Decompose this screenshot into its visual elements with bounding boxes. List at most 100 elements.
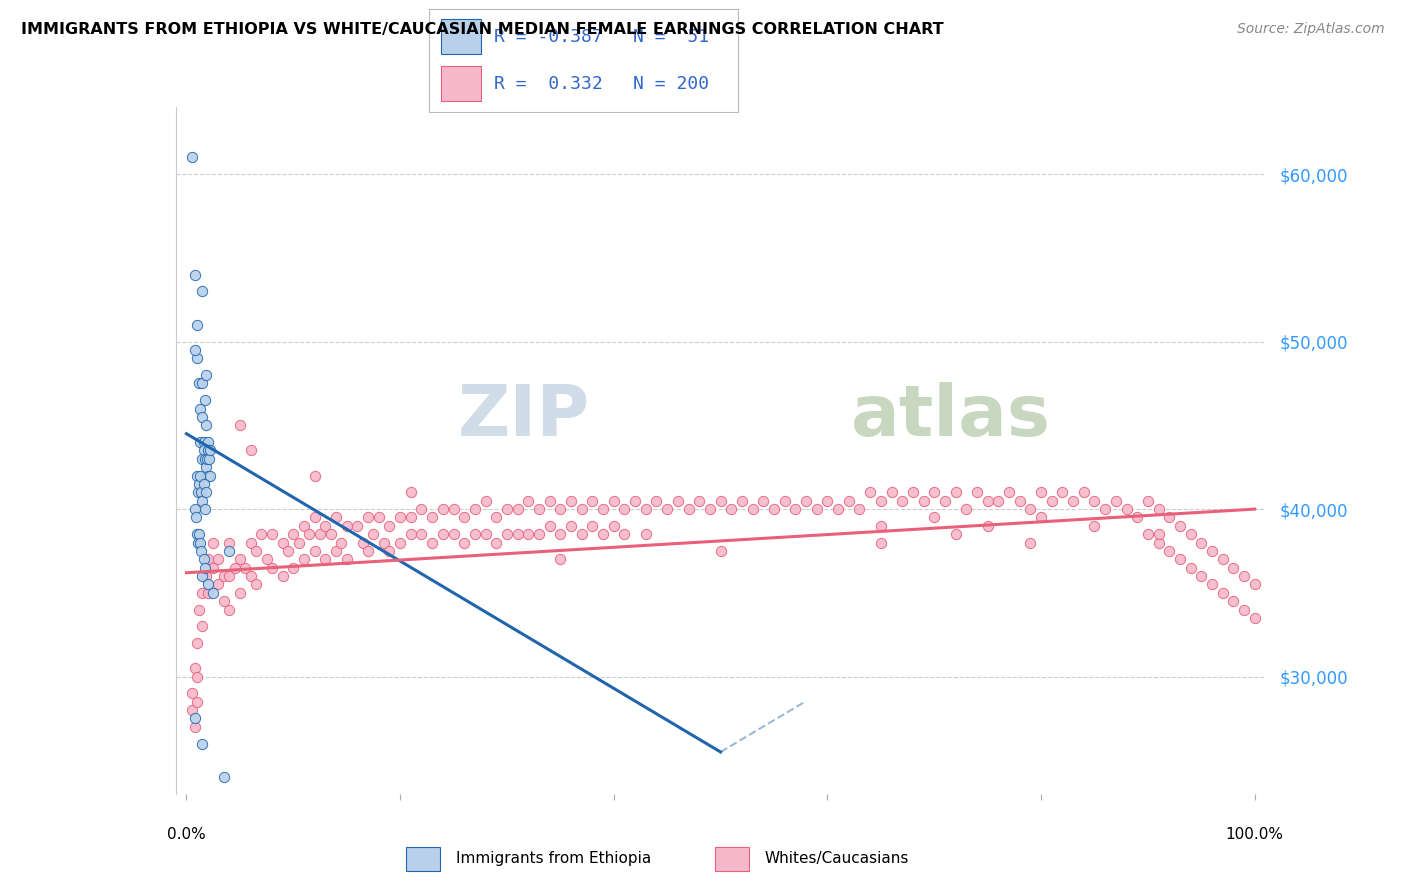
Point [194, 485, 217, 500]
Point [720, 502, 742, 516]
Text: Immigrants from Ethiopia: Immigrants from Ethiopia [456, 852, 651, 866]
Point [260, 560, 283, 574]
Point [411, 527, 433, 541]
Point [645, 493, 668, 508]
Point [571, 502, 593, 516]
Text: N =  51: N = 51 [633, 28, 709, 45]
Point [188, 401, 211, 416]
Point [1180, 560, 1202, 574]
Bar [441, 19, 481, 54]
Point [190, 544, 212, 558]
Point [378, 544, 401, 558]
Point [184, 661, 207, 675]
Point [848, 502, 870, 516]
Text: IMMIGRANTS FROM ETHIOPIA VS WHITE/CAUCASIAN MEDIAN FEMALE EARNINGS CORRELATION C: IMMIGRANTS FROM ETHIOPIA VS WHITE/CAUCAS… [21, 22, 943, 37]
Point [330, 535, 353, 549]
Point [239, 535, 262, 549]
Point [688, 493, 710, 508]
Point [1073, 485, 1095, 500]
Point [190, 485, 212, 500]
Point [1212, 552, 1234, 566]
Point [581, 519, 603, 533]
Point [678, 502, 700, 516]
Point [229, 552, 252, 566]
Point [304, 544, 326, 558]
Point [188, 602, 211, 616]
Point [453, 535, 475, 549]
Point [527, 527, 550, 541]
Point [197, 468, 219, 483]
Point [517, 527, 540, 541]
Point [193, 477, 215, 491]
Point [186, 636, 208, 650]
Point [191, 586, 214, 600]
Point [945, 527, 967, 541]
Point [194, 560, 217, 574]
Point [1019, 535, 1042, 549]
Point [1147, 502, 1170, 516]
Point [571, 527, 593, 541]
Point [506, 527, 529, 541]
Point [420, 535, 443, 549]
Point [741, 502, 763, 516]
Point [901, 485, 924, 500]
Point [1222, 560, 1244, 574]
Point [550, 552, 572, 566]
Point [250, 527, 273, 541]
Point [922, 485, 945, 500]
Point [202, 586, 225, 600]
Point [592, 502, 614, 516]
Point [277, 544, 299, 558]
Point [187, 535, 209, 549]
Point [1083, 493, 1105, 508]
Point [304, 510, 326, 524]
Point [603, 493, 626, 508]
Point [314, 519, 336, 533]
Text: 100.0%: 100.0% [1226, 828, 1284, 842]
Point [188, 435, 211, 450]
Point [198, 468, 221, 483]
Point [260, 527, 283, 541]
Point [731, 493, 754, 508]
Point [527, 502, 550, 516]
Point [966, 485, 988, 500]
Point [184, 343, 207, 357]
Point [1040, 493, 1063, 508]
Point [207, 577, 229, 591]
Point [815, 493, 838, 508]
Point [180, 703, 202, 717]
Point [194, 569, 217, 583]
Point [752, 493, 775, 508]
Point [194, 418, 217, 433]
Point [186, 318, 208, 332]
Point [1189, 569, 1212, 583]
Point [186, 527, 208, 541]
Bar [716, 847, 749, 871]
Point [194, 502, 217, 516]
Point [194, 451, 217, 466]
Point [184, 711, 207, 725]
Point [1029, 485, 1052, 500]
Point [955, 502, 977, 516]
Point [869, 519, 891, 533]
Point [762, 502, 785, 516]
Point [827, 502, 849, 516]
Point [191, 619, 214, 633]
Point [699, 502, 721, 516]
Point [1147, 527, 1170, 541]
Point [624, 493, 647, 508]
Point [197, 586, 219, 600]
Point [193, 435, 215, 450]
Point [443, 502, 465, 516]
Point [292, 552, 315, 566]
Point [1147, 535, 1170, 549]
Point [202, 535, 225, 549]
Point [1062, 493, 1084, 508]
Point [187, 485, 209, 500]
Point [603, 519, 626, 533]
Point [198, 443, 221, 458]
Point [1083, 519, 1105, 533]
Point [298, 527, 321, 541]
Point [195, 451, 218, 466]
Point [666, 493, 689, 508]
